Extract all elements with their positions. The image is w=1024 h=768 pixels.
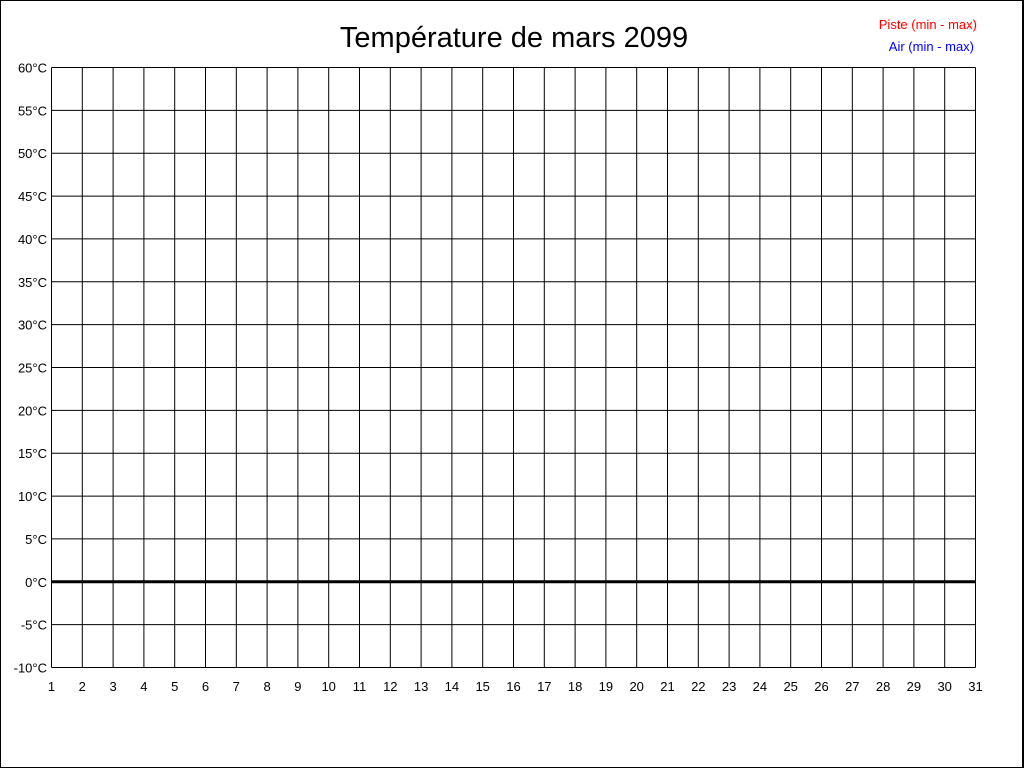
x-tick-label: 17 — [537, 679, 551, 694]
x-tick-label: 25 — [783, 679, 797, 694]
x-tick-label: 4 — [140, 679, 147, 694]
legend-air: Air (min - max) — [889, 39, 974, 54]
y-tick-label: 35°C — [18, 275, 47, 290]
x-tick-label: 3 — [109, 679, 116, 694]
chart-title: Température de mars 2099 — [340, 22, 688, 54]
y-tick-label: -10°C — [14, 661, 47, 676]
x-tick-label: 6 — [202, 679, 209, 694]
x-tick-label: 1 — [48, 679, 55, 694]
x-tick-label: 14 — [445, 679, 459, 694]
y-tick-label: 60°C — [18, 61, 47, 76]
x-tick-label: 20 — [629, 679, 643, 694]
y-tick-label: 50°C — [18, 146, 47, 161]
x-tick-label: 16 — [506, 679, 520, 694]
legend-piste: Piste (min - max) — [879, 17, 977, 32]
x-tick-label: 23 — [722, 679, 736, 694]
y-tick-label: 20°C — [18, 403, 47, 418]
x-tick-label: 13 — [414, 679, 428, 694]
y-tick-label: 45°C — [18, 189, 47, 204]
x-tick-label: 5 — [171, 679, 178, 694]
y-tick-label: 5°C — [25, 532, 47, 547]
x-tick-label: 7 — [233, 679, 240, 694]
y-tick-label: -5°C — [21, 618, 47, 633]
y-tick-label: 40°C — [18, 232, 47, 247]
x-tick-label: 28 — [876, 679, 890, 694]
x-tick-label: 26 — [814, 679, 828, 694]
x-tick-label: 22 — [691, 679, 705, 694]
x-tick-label: 21 — [660, 679, 674, 694]
x-tick-label: 2 — [79, 679, 86, 694]
y-tick-label: 25°C — [18, 361, 47, 376]
x-tick-label: 29 — [907, 679, 921, 694]
y-tick-label: 55°C — [18, 103, 47, 118]
y-tick-label: 0°C — [25, 575, 47, 590]
x-tick-label: 10 — [321, 679, 335, 694]
x-tick-label: 31 — [968, 679, 982, 694]
x-tick-label: 8 — [263, 679, 270, 694]
x-tick-label: 27 — [845, 679, 859, 694]
x-tick-label: 18 — [568, 679, 582, 694]
x-tick-label: 12 — [383, 679, 397, 694]
y-tick-label: 15°C — [18, 446, 47, 461]
x-tick-label: 15 — [475, 679, 489, 694]
x-tick-label: 24 — [753, 679, 767, 694]
x-tick-label: 19 — [599, 679, 613, 694]
x-tick-label: 9 — [294, 679, 301, 694]
y-tick-label: 10°C — [18, 489, 47, 504]
y-tick-label: 30°C — [18, 318, 47, 333]
x-tick-label: 11 — [353, 679, 367, 694]
x-tick-label: 30 — [937, 679, 951, 694]
